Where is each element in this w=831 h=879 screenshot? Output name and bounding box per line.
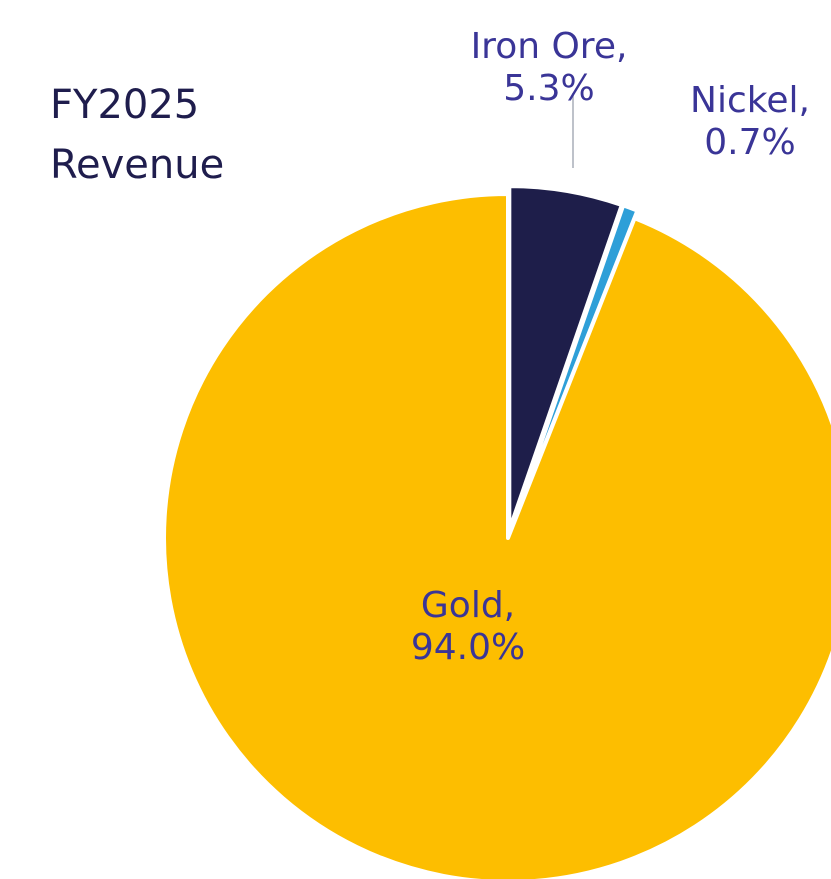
pie-label-gold: Gold, 94.0% [411,585,525,668]
chart-title-line-1: FY2025 [50,82,199,128]
pie-label-iron-ore: Iron Ore, 5.3% [471,26,628,109]
pie-labels: Iron Ore, 5.3% Nickel, 0.7% Gold, 94.0% [411,26,810,668]
pie-slice-gold [162,192,831,879]
pie-slices [162,184,831,879]
pie-label-nickel: Nickel, 0.7% [690,80,810,163]
chart-title-line-2: Revenue [50,142,224,188]
